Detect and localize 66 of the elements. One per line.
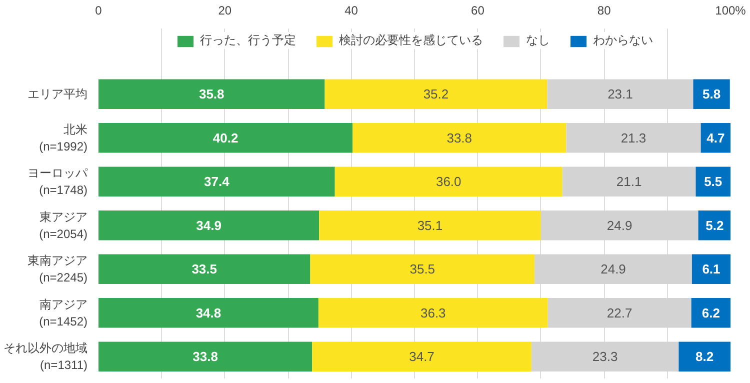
data-label: 22.7	[606, 305, 632, 320]
bar	[691, 298, 730, 328]
data-label: 5.2	[706, 218, 724, 233]
legend-label: わからない	[593, 32, 653, 49]
x-tick-label: 80	[597, 4, 612, 18]
bar	[319, 210, 541, 240]
bar	[693, 79, 730, 109]
y-tick-label: エリア平均	[28, 87, 88, 102]
bar	[312, 342, 532, 372]
data-label: 36.3	[420, 305, 446, 320]
bar	[98, 123, 353, 153]
data-label: 34.8	[196, 305, 222, 320]
x-tick-label: 60	[471, 4, 485, 18]
data-label: 35.2	[423, 86, 449, 102]
data-label: 33.8	[192, 349, 218, 364]
data-label: 21.1	[616, 174, 642, 190]
bar	[318, 298, 548, 328]
bar	[98, 342, 312, 372]
data-label: 40.2	[212, 130, 238, 146]
bar	[692, 254, 730, 284]
bar	[98, 298, 318, 328]
bar	[324, 79, 548, 109]
y-tick-label: それ以外の地域 (n=1311)	[4, 341, 88, 372]
data-label: 23.3	[592, 349, 618, 364]
bar	[352, 123, 566, 153]
bar	[678, 342, 730, 372]
data-label: 21.3	[620, 130, 646, 146]
bar	[98, 210, 320, 240]
data-label: 8.2	[696, 349, 714, 364]
data-label: 35.5	[410, 262, 436, 277]
data-label: 33.5	[192, 262, 218, 277]
y-tick-label: 北米 (n=1992)	[39, 122, 88, 154]
data-label: 34.7	[409, 349, 434, 364]
data-label: 35.1	[417, 218, 443, 233]
bar	[696, 166, 730, 196]
y-tick-label: 東南アジア (n=2245)	[28, 254, 88, 285]
bar	[698, 210, 730, 240]
bar	[334, 166, 562, 196]
data-label: 24.9	[606, 218, 632, 233]
data-label: 5.8	[702, 86, 721, 102]
data-label: 35.8	[198, 86, 224, 102]
data-label: 5.5	[704, 174, 722, 190]
bar	[700, 123, 730, 153]
bar	[310, 254, 535, 284]
y-tick-label: 東アジア (n=2054)	[39, 210, 88, 241]
legend-label: 検討の必要性を感じている	[339, 32, 483, 49]
data-label: 36.0	[436, 174, 462, 190]
x-tick-label: 20	[218, 4, 232, 18]
legend-label: なし	[526, 32, 550, 49]
data-label: 33.8	[446, 130, 472, 146]
bar	[98, 254, 310, 284]
data-label: 6.2	[702, 305, 720, 320]
x-tick-label: 40	[344, 4, 358, 18]
y-tick-label: ヨーロッパ (n=1748)	[28, 166, 88, 198]
data-label: 23.1	[608, 86, 633, 102]
data-label: 24.9	[600, 262, 626, 277]
x-tick-label: 100%	[715, 4, 746, 18]
bar	[98, 79, 325, 109]
data-label: 6.1	[702, 262, 720, 277]
bar	[98, 166, 335, 196]
y-tick-label: 南アジア (n=1452)	[39, 297, 88, 328]
data-label: 34.9	[196, 218, 222, 233]
x-tick-label: 0	[95, 4, 102, 18]
legend-label: 行った、行う予定	[200, 32, 296, 49]
data-label: 4.7	[706, 130, 725, 146]
data-label: 37.4	[204, 174, 230, 190]
